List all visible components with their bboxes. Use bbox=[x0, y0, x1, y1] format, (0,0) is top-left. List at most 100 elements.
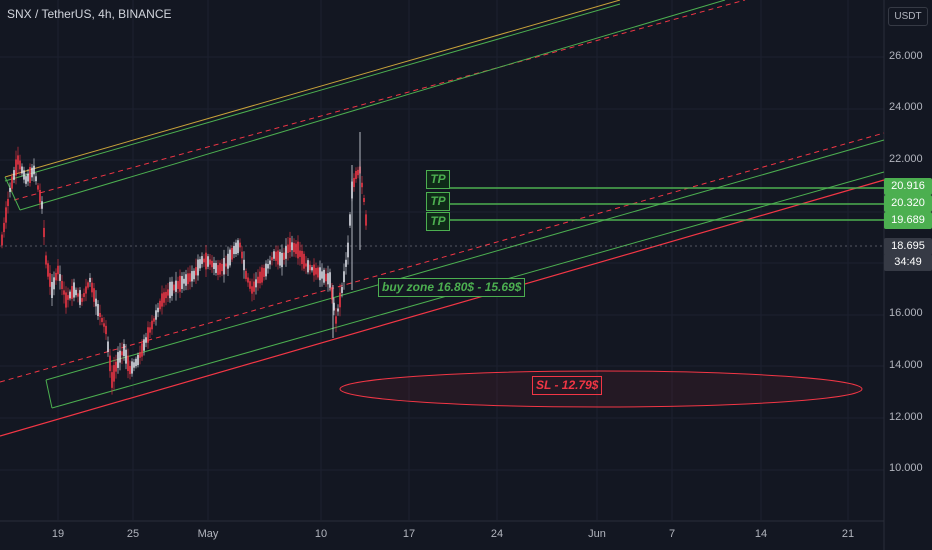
upper-channel-top-line bbox=[4, 0, 621, 178]
candle-body bbox=[41, 201, 43, 209]
candle-body bbox=[49, 273, 51, 287]
candle-body bbox=[257, 276, 259, 284]
candle-body bbox=[101, 318, 103, 322]
candle-body bbox=[167, 289, 169, 296]
candle-body bbox=[149, 327, 151, 333]
candle-body bbox=[7, 199, 9, 206]
candle-body bbox=[325, 273, 327, 282]
candle-body bbox=[71, 286, 73, 299]
candle-body bbox=[333, 302, 335, 311]
candle-body bbox=[229, 249, 231, 266]
candle-body bbox=[69, 291, 71, 299]
candle-body bbox=[93, 288, 95, 302]
candle-body bbox=[3, 222, 5, 233]
candle-body bbox=[327, 273, 329, 285]
candle-body bbox=[207, 256, 209, 267]
candle-body bbox=[213, 262, 215, 270]
upper-channel-bottom-line bbox=[19, 0, 726, 211]
candle-body bbox=[55, 272, 57, 281]
candle-body bbox=[247, 277, 249, 283]
candle-body bbox=[237, 240, 239, 254]
candle-body bbox=[61, 280, 63, 290]
tp1-label[interactable]: TP bbox=[426, 170, 450, 189]
support-line bbox=[0, 179, 885, 437]
candle-body bbox=[239, 242, 241, 248]
time-tick: Jun bbox=[588, 528, 606, 540]
symbol-title[interactable]: SNX / TetherUS, 4h, BINANCE bbox=[7, 7, 172, 21]
candle-body bbox=[105, 325, 107, 335]
candle-body bbox=[35, 176, 37, 182]
candle-body bbox=[141, 343, 143, 357]
candle-body bbox=[121, 351, 123, 356]
candle-body bbox=[261, 267, 263, 283]
tp3-price-tag: 19.689 bbox=[884, 212, 932, 229]
candle-body bbox=[183, 278, 185, 284]
candle-body bbox=[177, 281, 179, 289]
candle-body bbox=[219, 262, 221, 275]
candle-body bbox=[321, 271, 323, 279]
candle-body bbox=[291, 242, 293, 251]
candle-body bbox=[217, 265, 219, 275]
candle-body bbox=[99, 312, 101, 318]
candle-body bbox=[19, 160, 21, 170]
price-tick: 16.000 bbox=[889, 307, 923, 319]
stop-loss-label[interactable]: SL - 12.79$ bbox=[532, 376, 603, 395]
candle-body bbox=[299, 250, 301, 257]
candle-body bbox=[361, 182, 363, 188]
price-tick: 14.000 bbox=[889, 359, 923, 371]
tp3-label[interactable]: TP bbox=[426, 212, 450, 231]
candle-body bbox=[147, 327, 149, 343]
stop-loss-zone bbox=[339, 370, 863, 408]
candle-body bbox=[83, 293, 85, 297]
grid bbox=[0, 0, 884, 520]
candle-body bbox=[337, 308, 339, 312]
candle-body bbox=[235, 242, 237, 255]
price-tick: 10.000 bbox=[889, 462, 923, 474]
candle-body bbox=[317, 267, 319, 278]
candle-body bbox=[253, 281, 255, 292]
candle-body bbox=[123, 343, 125, 357]
candle-body bbox=[193, 270, 195, 280]
candle-body bbox=[115, 361, 117, 372]
candle-body bbox=[39, 189, 41, 203]
candle-body bbox=[131, 361, 133, 374]
candle-body bbox=[11, 176, 13, 189]
tp1-price-tag: 20.916 bbox=[884, 178, 932, 195]
candle-body bbox=[323, 269, 325, 283]
buy-zone-label[interactable]: buy zone 16.80$ - 15.69$ bbox=[378, 278, 526, 297]
candle-body bbox=[53, 277, 55, 290]
candle-body bbox=[315, 267, 317, 275]
countdown-tag: 34:49 bbox=[884, 254, 932, 271]
candle-body bbox=[249, 281, 251, 289]
candle-body bbox=[245, 271, 247, 279]
candle-body bbox=[113, 365, 115, 382]
candle-body bbox=[73, 282, 75, 298]
price-tick: 12.000 bbox=[889, 411, 923, 423]
candle-body bbox=[231, 247, 233, 260]
candle-body bbox=[29, 167, 31, 183]
time-tick: 24 bbox=[490, 528, 504, 540]
candle-body bbox=[225, 263, 227, 267]
candle-body bbox=[199, 259, 201, 269]
candle-body bbox=[81, 298, 83, 302]
candle-body bbox=[75, 289, 77, 296]
candle-body bbox=[157, 307, 159, 313]
candle-body bbox=[43, 227, 45, 238]
candle-body bbox=[155, 310, 157, 320]
candle-body bbox=[347, 242, 349, 258]
candle-body bbox=[259, 271, 261, 284]
currency-label[interactable]: USDT bbox=[888, 7, 928, 26]
last-price-tag: 18.695 bbox=[884, 238, 932, 255]
candle-body bbox=[91, 282, 93, 293]
candle-body bbox=[301, 250, 303, 265]
candle-body bbox=[173, 284, 175, 291]
candle-body bbox=[227, 253, 229, 269]
candle-body bbox=[209, 259, 211, 265]
time-tick: 14 bbox=[754, 528, 768, 540]
candle-body bbox=[251, 286, 253, 294]
upper-channel-edge bbox=[4, 176, 21, 211]
tp2-label[interactable]: TP bbox=[426, 192, 450, 211]
candle-body bbox=[297, 241, 299, 259]
candle-body bbox=[139, 352, 141, 358]
